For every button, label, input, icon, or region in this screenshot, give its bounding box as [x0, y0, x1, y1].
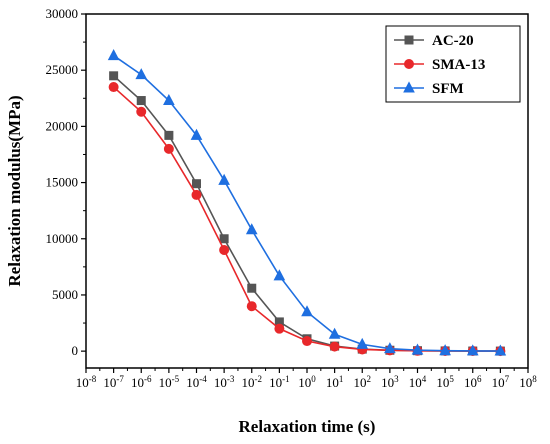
data-point [384, 342, 396, 354]
x-tick-label: 101 [326, 374, 344, 390]
data-point [190, 128, 203, 140]
data-point [245, 223, 258, 235]
x-tick-label: 10-2 [242, 374, 263, 390]
series-sfm [107, 49, 507, 356]
data-point [356, 337, 369, 349]
data-point [328, 327, 341, 339]
data-point [136, 106, 147, 117]
x-tick-label: 100 [298, 374, 316, 390]
data-point [274, 323, 285, 334]
data-point [108, 82, 119, 93]
data-point [219, 234, 229, 244]
y-tick-label: 0 [72, 343, 79, 358]
data-point [135, 68, 148, 80]
data-point [163, 93, 175, 106]
legend-label: AC-20 [432, 33, 474, 49]
x-tick-label: 103 [381, 374, 399, 390]
y-tick-label: 25000 [46, 62, 79, 77]
x-axis-title: Relaxation time (s) [239, 417, 376, 436]
y-tick-label: 30000 [46, 6, 79, 21]
data-point [107, 49, 120, 61]
data-point [109, 71, 119, 81]
data-point [246, 301, 257, 312]
x-tick-label: 102 [354, 374, 372, 390]
y-tick-label: 20000 [46, 118, 79, 133]
series-sma-13 [108, 82, 506, 357]
legend-label: SFM [432, 81, 464, 97]
x-tick-label: 10-6 [131, 374, 152, 390]
x-tick-label: 106 [464, 374, 482, 390]
data-point [163, 143, 174, 154]
legend-marker [404, 59, 414, 69]
x-tick-label: 10-8 [76, 374, 97, 390]
data-point [164, 130, 174, 140]
series-layer [107, 49, 507, 357]
legend-marker [403, 81, 415, 93]
legend: AC-20 SMA-13 SFM [385, 25, 521, 103]
legend-label: SMA-13 [432, 57, 485, 73]
x-tick-label: 10-5 [159, 374, 180, 390]
x-tick-label: 107 [492, 374, 510, 390]
data-point [191, 189, 202, 200]
data-point [329, 341, 340, 352]
x-tick-label: 10-7 [103, 374, 124, 390]
x-axis-ticks: 10-8 10-7 10-6 10-5 10-4 10-3 10-2 10-1 100 101 10… [76, 368, 537, 390]
data-point [218, 173, 230, 185]
y-tick-label: 5000 [52, 287, 78, 302]
y-axis-ticks: 0 5000 10000 15000 20000 25000 30000 [46, 6, 86, 358]
data-point [301, 305, 313, 317]
data-point [411, 343, 424, 355]
data-point [439, 344, 451, 356]
data-point [247, 283, 257, 293]
y-axis-title: Relaxation modulus(MPa) [5, 95, 24, 286]
data-point [136, 96, 146, 106]
data-point [466, 344, 479, 356]
x-tick-label: 10-4 [186, 374, 207, 390]
y-tick-label: 15000 [46, 175, 79, 190]
x-tick-label: 10-1 [269, 374, 290, 390]
y-tick-label: 10000 [46, 231, 79, 246]
x-tick-label: 105 [436, 374, 454, 390]
data-point [302, 336, 312, 347]
data-point [192, 179, 201, 189]
x-tick-label: 104 [409, 374, 427, 390]
x-tick-label: 108 [519, 374, 537, 390]
x-tick-label: 10-3 [214, 374, 235, 390]
data-point [273, 269, 286, 281]
legend-marker [404, 35, 414, 45]
data-point [494, 344, 507, 356]
data-point [219, 245, 230, 255]
